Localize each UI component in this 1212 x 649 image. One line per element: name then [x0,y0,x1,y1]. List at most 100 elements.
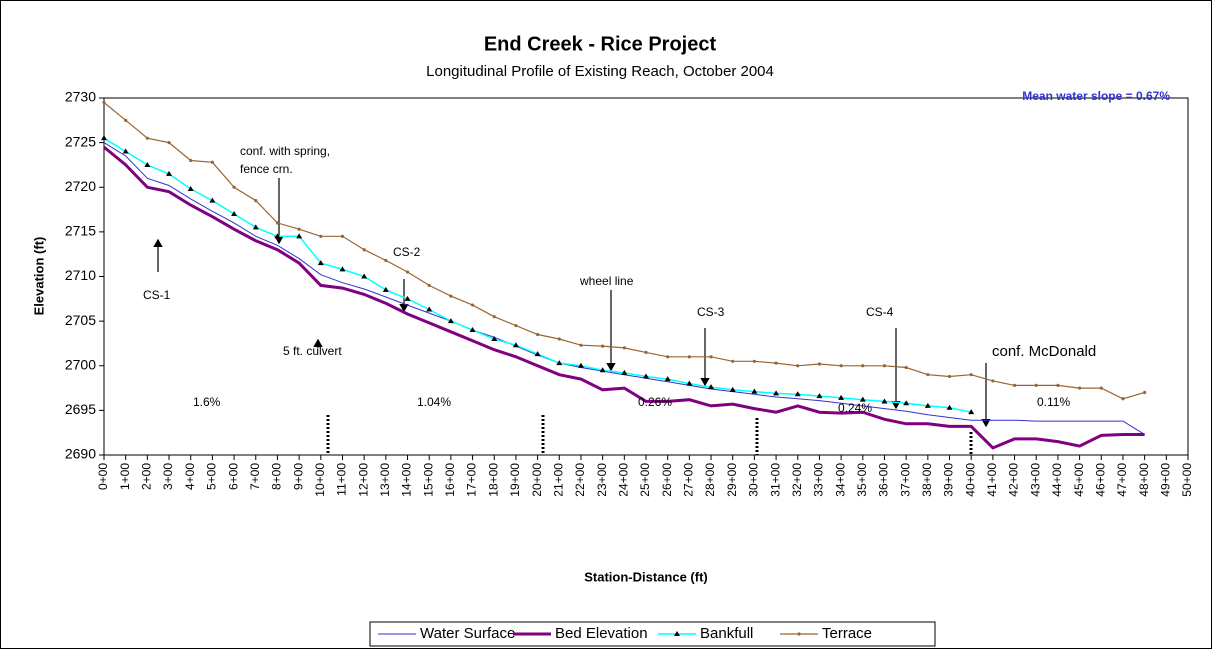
x-tick-label: 39+00 [942,463,956,497]
annotation: 1.04% [417,395,451,409]
x-tick-label: 37+00 [898,463,912,497]
point [904,365,908,370]
point [384,258,388,263]
x-tick-label: 40+00 [963,463,977,497]
x-tick-label: 46+00 [1093,463,1107,497]
point [599,367,606,373]
point [947,374,952,379]
point [861,364,865,368]
point [557,337,561,341]
annotation: 0.26% [638,395,672,409]
x-tick-label: 21+00 [551,463,565,497]
x-tick-label: 17+00 [465,463,479,497]
point [166,170,173,176]
x-tick-label: 24+00 [616,463,630,497]
point [231,211,238,217]
annotation: Mean water slope = 0.67% [1022,89,1170,103]
point [252,224,259,230]
chart-title: End Creek - Rice Project [484,33,717,55]
point [317,260,324,266]
point [536,332,540,337]
annotation: CS-3 [697,305,725,319]
x-tick-label: 29+00 [725,463,739,497]
point [469,327,476,333]
x-tick-label: 30+00 [747,463,761,497]
point [404,295,411,301]
point [882,364,887,368]
y-tick-label: 2730 [65,89,96,105]
point [774,361,778,365]
y-tick-label: 2700 [65,356,96,372]
y-tick-label: 2725 [65,133,96,149]
x-tick-label: 45+00 [1072,463,1086,497]
point [752,359,757,363]
point [145,136,149,140]
legend [369,621,936,647]
x-tick-label: 9+00 [291,463,305,490]
y-tick-label: 2715 [65,223,96,239]
point [382,286,389,292]
point [664,376,671,382]
legend-label: Water Surface [420,625,515,642]
point [751,388,758,394]
point [773,390,780,396]
point [102,100,106,105]
y-tick-label: 2690 [65,446,96,462]
point [816,393,823,399]
point [709,355,713,359]
x-tick-label: 27+00 [682,463,696,497]
point [362,248,366,252]
point [491,335,498,341]
point [1143,390,1147,395]
point [101,135,107,141]
point [447,318,454,324]
point [274,233,281,239]
point [969,373,973,377]
x-tick-label: 35+00 [855,463,869,497]
point [209,197,216,203]
x-tick-label: 7+00 [248,463,262,490]
point [644,350,648,354]
point [1012,383,1017,387]
point [361,273,368,279]
point [968,409,975,415]
point [924,402,931,408]
annotation: CS-4 [866,305,894,319]
x-tick-label: 2+00 [140,463,154,490]
legend-marker [797,632,801,636]
point [1078,386,1082,390]
point [534,351,541,357]
x-tick-label: 14+00 [400,463,414,497]
point [926,373,930,377]
slope-dividers [326,415,973,455]
point [426,306,433,312]
annotation: 1.6% [193,395,221,409]
legend-label: Bankfull [700,625,753,642]
x-axis-label: Station-Distance (ft) [584,569,708,584]
annotation: 0.11% [1037,395,1070,409]
annotation: 5 ft. culvert [283,344,342,358]
legend-label: Bed Elevation [555,625,648,642]
point [189,158,193,163]
point [903,400,910,406]
point [319,234,323,238]
point [687,355,691,359]
point [577,362,584,368]
point [621,369,628,375]
point [601,344,605,348]
x-tick-label: 43+00 [1028,463,1042,497]
x-tick-label: 16+00 [443,463,457,497]
point [296,233,303,239]
legend-label: Terrace [822,625,872,642]
point [167,141,171,145]
point [514,323,518,328]
point [124,118,128,122]
point [1099,386,1103,390]
point [470,303,475,307]
point [340,234,345,238]
y-tick-label: 2705 [65,312,96,328]
x-tick-label: 5+00 [205,463,219,490]
annotation: wheel line [579,274,634,288]
